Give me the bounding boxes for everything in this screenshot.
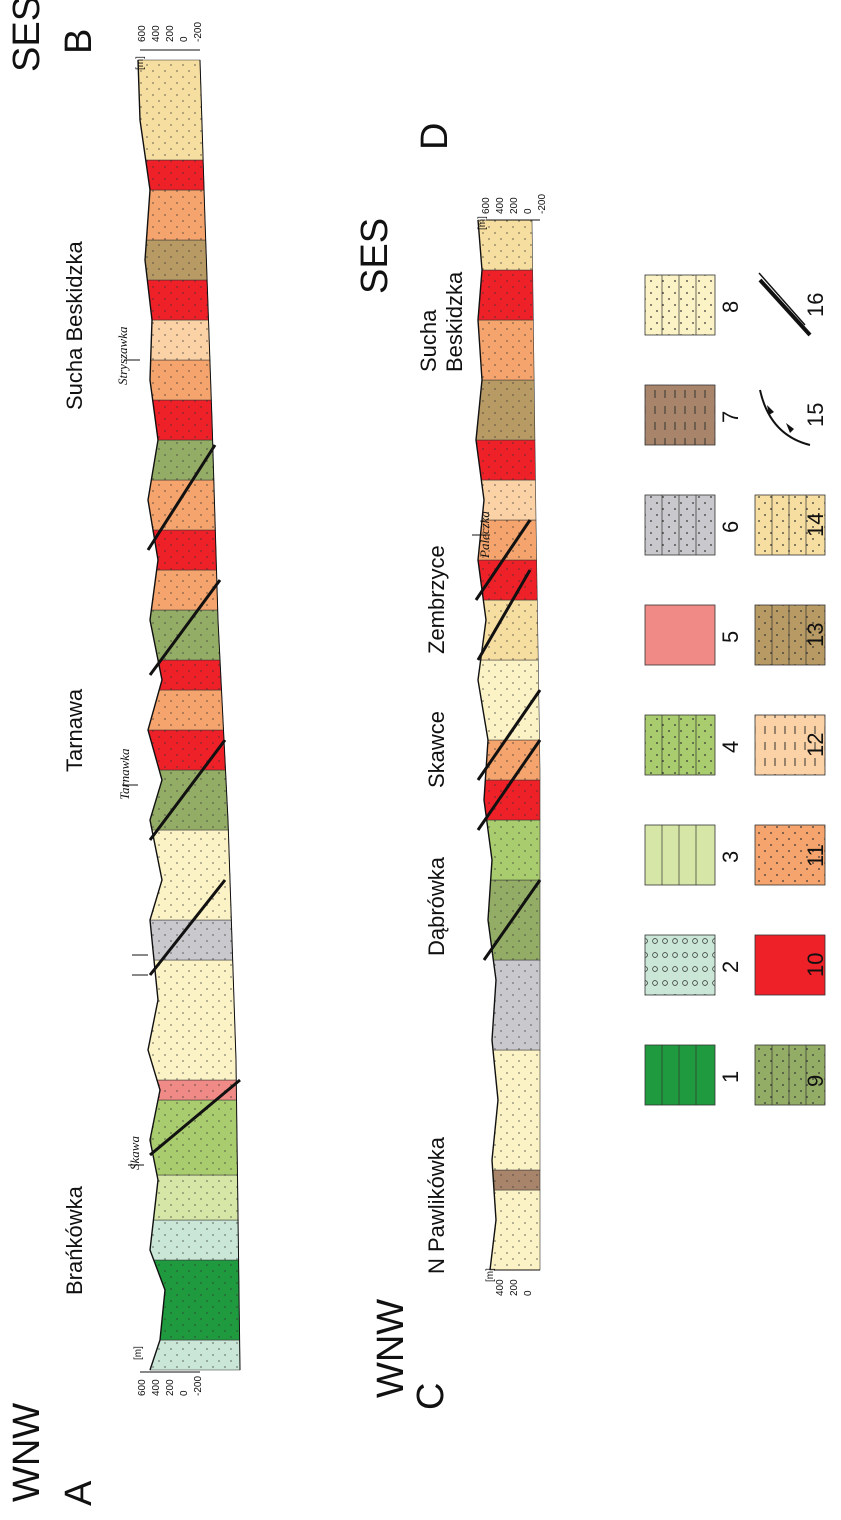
- place-sucha-beskidzka: Sucha Beskidzka: [62, 241, 87, 410]
- legend-swatch-1: [644, 1044, 716, 1106]
- place-skawce: Skawce: [424, 710, 449, 788]
- legend-number-16: 16: [803, 292, 828, 317]
- cd-thrust-fault: [476, 739, 542, 831]
- ab-thrust-fault: [146, 444, 217, 551]
- ab-tick-neg200-left: -200: [193, 1375, 204, 1396]
- section-ab: [122, 49, 241, 1373]
- legend-swatch-dots: [645, 275, 715, 335]
- cd-scale-unit-right: [m]: [477, 216, 488, 230]
- legend-swatch-5: [644, 604, 716, 666]
- ab-tick-neg200-right: -200: [193, 21, 204, 42]
- legend-number-6: 6: [718, 520, 743, 533]
- river-paleczka: Paleczka: [477, 511, 492, 558]
- ab-scale-unit-left: [m]: [133, 1346, 144, 1360]
- legend-swatch-dashes: [755, 715, 825, 775]
- river-stryszawka: Stryszawka: [115, 326, 130, 386]
- ab-section-base: [199, 59, 241, 1371]
- legend-swatch-3: [644, 824, 716, 886]
- legend-swatch-dots: [645, 495, 715, 555]
- legend-swatch-dots: [755, 495, 825, 555]
- ab-scale-unit-right: [m]: [135, 56, 146, 70]
- legend-fault-icon: [758, 278, 812, 337]
- ab-thrust-fault: [148, 879, 227, 976]
- legend-number-10: 10: [803, 952, 828, 977]
- ab-thrust-fault: [148, 579, 222, 676]
- cd-tick-200-left: 200: [509, 1279, 520, 1296]
- legend-swatch-dots: [755, 1045, 825, 1105]
- legend-number-12: 12: [803, 732, 828, 757]
- place-beskidzka: Beskidzka: [442, 271, 467, 372]
- legend-number-15: 15: [803, 402, 828, 427]
- place-sucha: Sucha: [416, 309, 441, 372]
- cd-left-direction: WNW: [370, 1298, 412, 1398]
- place-tarnawa: Tarnawa: [62, 688, 87, 772]
- cd-texture: [476, 220, 540, 1270]
- cd-tick-0-left: 0: [523, 1290, 534, 1296]
- cd-thrust-fault: [474, 519, 532, 601]
- ab-topographic-surface: [137, 59, 166, 1371]
- legend-number-4: 4: [718, 740, 743, 753]
- cd-tick-0-right: 0: [523, 208, 534, 214]
- ab-tick-600-left: 600: [137, 1379, 148, 1396]
- ab-texture: [138, 60, 240, 1370]
- ab-right-direction: SES: [6, 0, 48, 72]
- legend-number-14: 14: [803, 512, 828, 537]
- ab-tick-200-left: 200: [165, 1379, 176, 1396]
- place-n-pawlikowka: N Pawlikówka: [424, 1137, 449, 1274]
- legend-number-8: 8: [718, 300, 743, 313]
- legend-swatch-dots: [755, 825, 825, 885]
- cd-tick-600-right: 600: [481, 197, 492, 214]
- legend-number-2: 2: [718, 960, 743, 973]
- legend-thrust-icon: [759, 389, 811, 446]
- ab-tick-200-right: 200: [165, 25, 176, 42]
- cd-start-letter: C: [410, 1382, 452, 1410]
- river-tarnawka: Tarnawka: [117, 748, 132, 800]
- legend-number-7: 7: [718, 410, 743, 423]
- cd-tick-neg200-right: -200: [537, 193, 548, 214]
- ab-thrust-fault: [149, 1078, 241, 1157]
- ab-left-direction: WNW: [6, 1402, 48, 1502]
- cd-tick-400-right: 400: [495, 197, 506, 214]
- cd-tick-400-left: 400: [495, 1279, 506, 1296]
- ab-end-letter: B: [58, 28, 100, 54]
- place-dabrowka: Dąbrówka: [424, 856, 449, 956]
- cd-topographic-surface: [475, 219, 499, 1271]
- legend-thrust-teeth-icon: [767, 405, 794, 433]
- cd-thrust-fault: [476, 569, 532, 661]
- legend-swatches: [644, 272, 826, 1106]
- legend-number-1: 1: [718, 1070, 743, 1083]
- legend-swatch-10: [754, 934, 826, 996]
- cd-end-letter: D: [414, 122, 456, 150]
- ab-tick-400-left: 400: [151, 1379, 162, 1396]
- legend-swatch-dashes: [645, 385, 715, 445]
- legend-number-11: 11: [803, 844, 828, 867]
- ab-tick-0-right: 0: [179, 36, 190, 42]
- ab-thrust-fault: [148, 739, 227, 841]
- legend-number-3: 3: [718, 850, 743, 863]
- legend-swatch-circles: [645, 935, 715, 995]
- ab-tick-0-left: 0: [179, 1390, 190, 1396]
- river-skawa: Skawa: [127, 1136, 142, 1170]
- legend-swatch-dots: [755, 605, 825, 665]
- legend-number-9: 9: [803, 1074, 828, 1087]
- cd-right-direction: SES: [354, 217, 396, 294]
- ab-tick-400-right: 400: [151, 25, 162, 42]
- place-brankowka: Brańkówka: [62, 1186, 87, 1295]
- legend-swatch-dots: [645, 715, 715, 775]
- section-cd: [472, 219, 542, 1271]
- ab-start-letter: A: [58, 1480, 100, 1506]
- legend-number-13: 13: [803, 622, 828, 647]
- cd-thrust-fault: [482, 879, 542, 961]
- cd-tick-200-right: 200: [509, 197, 520, 214]
- place-zembrzyce: Zembrzyce: [424, 545, 449, 654]
- legend-number-5: 5: [718, 630, 743, 643]
- cd-thrust-fault: [476, 689, 542, 781]
- ab-tick-600-right: 600: [137, 25, 148, 42]
- legend-fault-line-icon: [758, 272, 806, 326]
